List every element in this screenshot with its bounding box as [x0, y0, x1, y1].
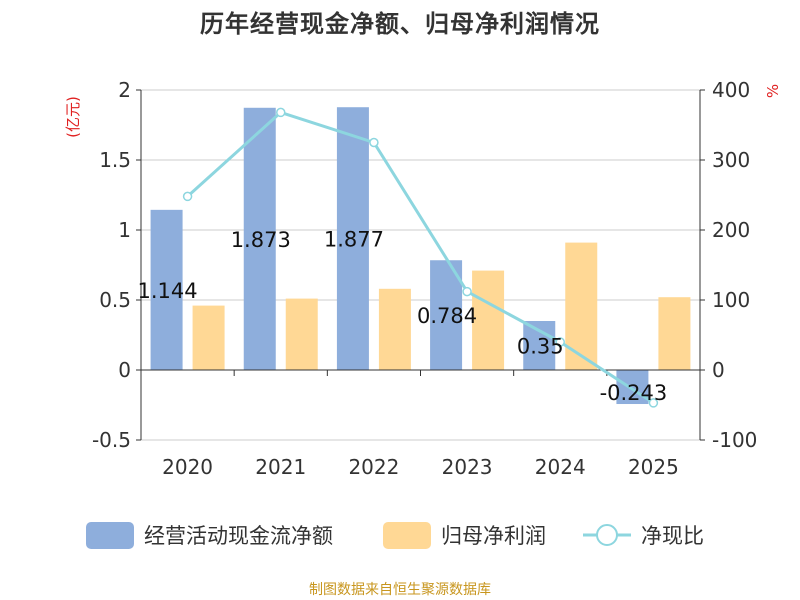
bar-cash-flow [616, 370, 649, 405]
y-right-tick-label: -100 [712, 428, 757, 452]
bar-net-profit [378, 288, 411, 370]
data-label: 1.873 [231, 228, 291, 252]
legend-label-cash-flow: 经营活动现金流净额 [144, 524, 333, 548]
y-left-tick-label: 1 [118, 218, 131, 242]
legend-marker-net-cash-ratio [596, 524, 618, 546]
line-point [462, 286, 472, 297]
legend-swatch-net-profit [383, 522, 431, 549]
x-tick-label: 2021 [255, 455, 306, 479]
data-label: 0.35 [517, 335, 564, 359]
data-label: 1.877 [324, 228, 384, 252]
x-tick-label: 2022 [348, 455, 399, 479]
legend-label-net-profit: 归母净利润 [441, 524, 546, 548]
bar-net-profit [565, 242, 598, 370]
bar-net-profit [658, 297, 691, 370]
bar-cash-flow [243, 107, 276, 370]
y-right-tick-label: 300 [712, 148, 750, 172]
y-left-tick-label: 2 [118, 78, 131, 102]
x-tick-label: 2023 [442, 455, 493, 479]
line-net-cash-ratio [186, 110, 655, 405]
line-point [276, 107, 286, 118]
y-left-tick-label: 0 [118, 358, 131, 382]
legend-label-net-cash-ratio: 净现比 [641, 524, 704, 548]
line-point [369, 137, 379, 148]
data-label: 1.144 [138, 279, 198, 303]
y-left-tick-label: 1.5 [99, 148, 131, 172]
y-left-tick-label: -0.5 [92, 428, 131, 452]
bar-net-profit [285, 298, 318, 370]
legend-swatch-cash-flow [86, 522, 134, 549]
bar-cash-flow [150, 209, 183, 370]
y-right-tick-label: 200 [712, 218, 750, 242]
data-label: -0.243 [600, 381, 668, 405]
bar-net-profit [472, 270, 505, 370]
x-tick-label: 2025 [628, 455, 679, 479]
line-point [648, 398, 659, 408]
bar-cash-flow [430, 260, 463, 370]
y-left-unit-label: (亿元) [64, 96, 82, 138]
line-point [555, 337, 565, 347]
y-right-tick-label: 0 [712, 358, 725, 382]
line-point [182, 191, 193, 202]
data-label: 0.784 [417, 304, 477, 328]
footer-source: 制图数据来自恒生聚源数据库 [309, 582, 491, 598]
x-tick-label: 2020 [162, 455, 213, 479]
y-right-unit-label: % [764, 84, 782, 98]
y-right-tick-label: 100 [712, 288, 750, 312]
chart-title: 历年经营现金净额、归母净利润情况 [200, 10, 600, 38]
x-tick-label: 2024 [535, 455, 586, 479]
y-right-tick-label: 400 [712, 78, 750, 102]
bar-cash-flow [336, 107, 369, 370]
bar-net-profit [192, 305, 225, 370]
y-left-tick-label: 0.5 [99, 288, 131, 312]
